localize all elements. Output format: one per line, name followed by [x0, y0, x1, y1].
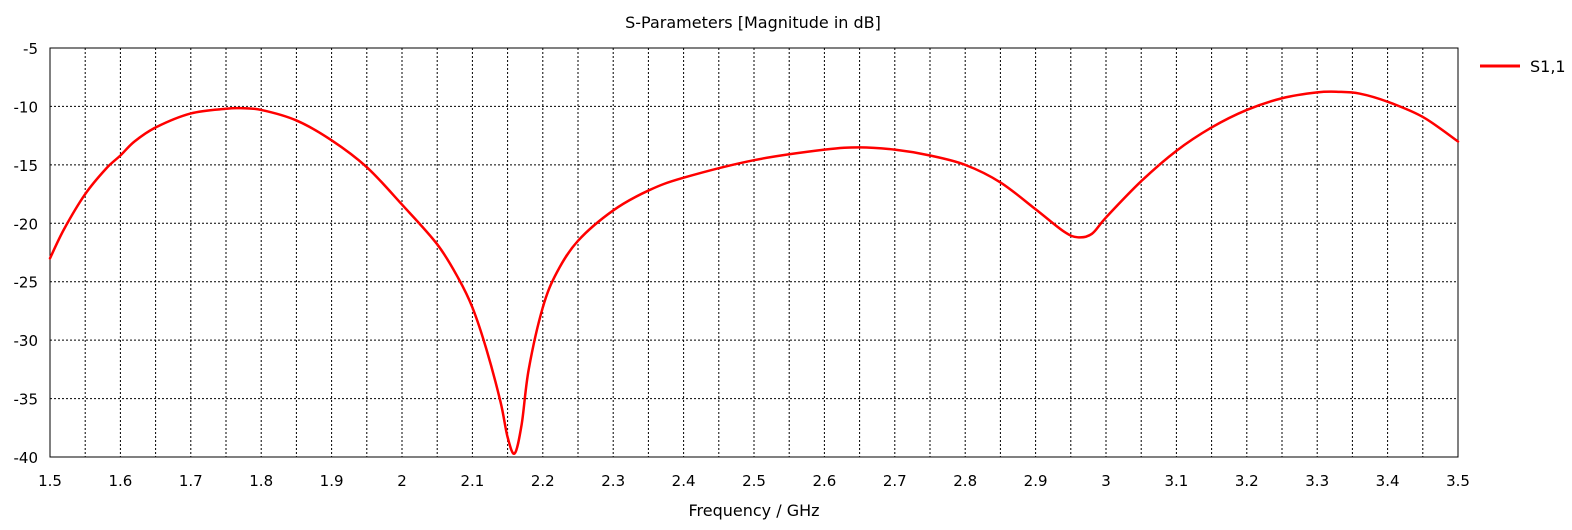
- x-tick-label: 2.2: [531, 472, 555, 490]
- chart-title: S-Parameters [Magnitude in dB]: [625, 13, 881, 32]
- y-tick-label: -35: [14, 391, 39, 409]
- y-tick-label: -5: [23, 40, 38, 58]
- x-axis-ticks: 1.5 1.6 1.7 1.8 1.9 2 2.1 2.2 2.3 2.4 2.5 2.6 2.7 2.8…: [38, 472, 1470, 490]
- horizontal-gridlines: [50, 105, 1458, 400]
- y-tick-label: -20: [14, 215, 39, 233]
- x-tick-label: 1.8: [249, 472, 273, 490]
- plot-frame: [49, 47, 1459, 458]
- y-axis-ticks: -40 -35 -30 -25 -20 -15 -10 -5: [14, 40, 39, 467]
- y-tick-label: -15: [14, 157, 39, 175]
- y-tick-label: -25: [14, 274, 39, 292]
- x-tick-label: 2.6: [812, 472, 836, 490]
- x-tick-label: 1.6: [108, 472, 132, 490]
- x-tick-label: 2.4: [672, 472, 696, 490]
- series-layer: [48, 90, 1460, 456]
- x-tick-label: 1.5: [38, 472, 62, 490]
- plot-area: [48, 47, 1460, 458]
- legend-label-s11: S1,1: [1530, 57, 1566, 76]
- x-tick-label: 2.7: [883, 472, 907, 490]
- x-tick-label: 3.2: [1235, 472, 1259, 490]
- y-tick-label: -10: [14, 98, 39, 116]
- vertical-gridlines: [84, 48, 1424, 457]
- x-tick-label: 1.9: [320, 472, 344, 490]
- x-tick-label: 3.4: [1376, 472, 1400, 490]
- x-tick-label: 1.7: [179, 472, 203, 490]
- x-tick-label: 3.5: [1446, 472, 1470, 490]
- x-tick-label: 2.9: [1024, 472, 1048, 490]
- legend[interactable]: S1,1: [1480, 57, 1566, 76]
- y-tick-label: -30: [14, 332, 39, 350]
- x-tick-label: 2.5: [742, 472, 766, 490]
- x-tick-label: 3.1: [1164, 472, 1188, 490]
- x-tick-label: 2.8: [953, 472, 977, 490]
- series-line-s11: [48, 90, 1460, 456]
- x-tick-label: 2: [397, 472, 407, 490]
- x-tick-label: 2.3: [601, 472, 625, 490]
- x-tick-label: 3.3: [1305, 472, 1329, 490]
- x-tick-label: 3: [1101, 472, 1111, 490]
- x-axis-label: Frequency / GHz: [688, 501, 819, 520]
- x-tick-label: 2.1: [460, 472, 484, 490]
- y-tick-label: -40: [14, 449, 39, 467]
